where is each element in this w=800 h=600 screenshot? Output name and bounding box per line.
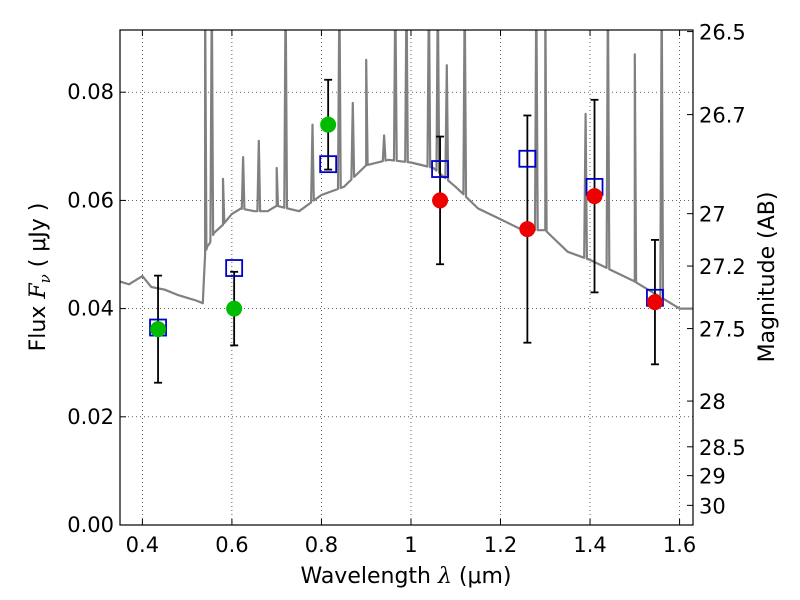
red-obs-point [646,294,663,311]
x-tick-label: 1.2 [484,533,517,557]
grid [120,30,693,526]
green-obs-point [226,300,243,317]
y-tick-label: 0.06 [67,188,114,212]
green-obs-point [320,116,337,133]
x-tick-label: 0.6 [215,533,248,557]
y2-tick-label: 26.5 [699,21,746,45]
model-flux-square [518,149,537,168]
x-axis-label: Wavelength λ (μm) [300,564,511,589]
y-tick-label: 0.08 [67,80,114,104]
y2-axis-label: Magnitude (AB) [755,192,780,363]
y-tick-label: 0.00 [67,513,114,537]
y-axis-label: Flux Fν ( μJy ) [26,203,54,352]
y2-tick-label: 29 [699,465,726,489]
model-flux-square [319,155,338,174]
y2-tick-label: 28 [699,390,726,414]
axes: 0.4 0.6 0.8 1 1.2 1.4 1.6 0.00 0.02 0.04 0.06 0.08 2… [67,21,746,557]
x-tick-label: 1.6 [663,533,696,557]
red-obs-point [432,192,449,209]
y2-tick-label: 27 [699,203,726,227]
red-obs-point [519,221,536,238]
y-tick-label: 0.02 [67,405,114,429]
model-flux-square [225,259,244,277]
y2-tick-label: 27.2 [699,255,746,279]
plot-area [120,30,693,384]
plot-frame [119,29,694,526]
model-flux-square [431,160,449,178]
red-obs-point [586,188,603,205]
x-tick-label: 1 [404,533,417,557]
y-tick-label: 0.04 [67,297,114,321]
x-tick-label: 1.4 [573,533,606,557]
green-obs-point [150,321,167,338]
x-tick-label: 0.4 [126,533,159,557]
y2-tick-label: 28.5 [699,436,746,460]
y2-tick-label: 30 [699,494,726,518]
model-spectrum-line [120,30,693,310]
y2-tick-label: 26.7 [699,104,746,128]
y2-tick-label: 27.5 [699,318,746,342]
x-tick-label: 0.8 [305,533,338,557]
